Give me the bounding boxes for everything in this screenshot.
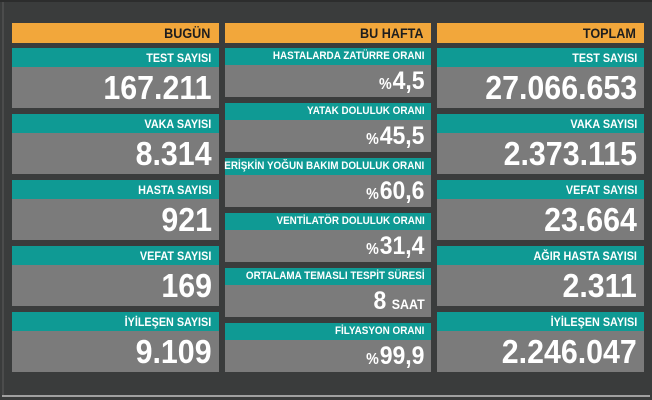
- stat-value: %4,5: [224, 65, 432, 97]
- stat-label: ORTALAMA TEMASLI TESPİT SÜRESİ: [224, 268, 432, 285]
- card-bugun-iyilesen-sayisi: İYİLEŞEN SAYISI 9.109: [12, 312, 219, 372]
- column-header-bugun: BUGÜN: [12, 23, 219, 43]
- stat-value: 2.373.115: [437, 133, 645, 174]
- stat-label: FİLYASYON ORANI: [224, 323, 432, 340]
- stat-value: %45,5: [224, 120, 432, 152]
- stat-label: HASTA SAYISI: [12, 180, 219, 199]
- stat-label: VEFAT SAYISI: [12, 246, 219, 265]
- stat-value: 27.066.653: [437, 67, 645, 108]
- stat-value: %60,6: [224, 175, 432, 207]
- stat-value: %99,9: [224, 340, 432, 372]
- stat-value: 167.211: [12, 67, 219, 108]
- stat-label: VAKA SAYISI: [12, 114, 219, 133]
- card-hafta-temasli-tespit-suresi: ORTALAMA TEMASLI TESPİT SÜRESİ 8 SAAT: [224, 268, 432, 317]
- stat-label: VAKA SAYISI: [437, 114, 645, 133]
- card-bugun-vefat-sayisi: VEFAT SAYISI 169: [12, 246, 219, 306]
- stat-label: TEST SAYISI: [437, 48, 645, 67]
- stat-label: VEFAT SAYISI: [437, 180, 645, 199]
- column-header-bu-hafta: BU HAFTA: [224, 23, 432, 43]
- card-toplam-vaka-sayisi: VAKA SAYISI 2.373.115: [437, 114, 645, 174]
- stat-label: ERİŞKİN YOĞUN BAKIM DOLULUK ORANI: [224, 158, 432, 175]
- column-bu-hafta: BU HAFTA HASTALARDA ZATÜRRE ORANI %4,5 Y…: [224, 23, 432, 378]
- stat-value: 9.109: [12, 331, 219, 372]
- stat-value: 8 SAAT: [224, 285, 432, 317]
- stat-value: 921: [12, 199, 219, 240]
- card-toplam-agir-hasta-sayisi: AĞIR HASTA SAYISI 2.311: [437, 246, 645, 306]
- column-bugun: BUGÜN TEST SAYISI 167.211 VAKA SAYISI 8.…: [12, 23, 219, 378]
- stat-label: TEST SAYISI: [12, 48, 219, 67]
- column-header-bu-hafta-label: BU HAFTA: [359, 25, 424, 41]
- stat-value: 8.314: [12, 133, 219, 174]
- column-header-bugun-label: BUGÜN: [164, 25, 211, 41]
- stat-value: 2.246.047: [437, 331, 645, 372]
- card-hafta-yogun-bakim-doluluk: ERİŞKİN YOĞUN BAKIM DOLULUK ORANI %60,6: [224, 158, 432, 207]
- card-hafta-yatak-doluluk: YATAK DOLULUK ORANI %45,5: [224, 103, 432, 152]
- column-header-toplam-label: TOPLAM: [583, 25, 637, 41]
- stat-value: %31,4: [224, 230, 432, 262]
- stat-label: YATAK DOLULUK ORANI: [224, 103, 432, 120]
- left-edge-line: [2, 2, 4, 396]
- stat-label: VENTİLATÖR DOLULUK ORANI: [224, 213, 432, 230]
- card-hafta-ventilator-doluluk: VENTİLATÖR DOLULUK ORANI %31,4: [224, 213, 432, 262]
- card-bugun-hasta-sayisi: HASTA SAYISI 921: [12, 180, 219, 240]
- card-toplam-iyilesen-sayisi: İYİLEŞEN SAYISI 2.246.047: [437, 312, 645, 372]
- stat-label: İYİLEŞEN SAYISI: [437, 312, 645, 331]
- stat-value: 2.311: [437, 265, 645, 306]
- stat-label: İYİLEŞEN SAYISI: [12, 312, 219, 331]
- stat-value: 23.664: [437, 199, 645, 240]
- card-bugun-vaka-sayisi: VAKA SAYISI 8.314: [12, 114, 219, 174]
- stat-label: HASTALARDA ZATÜRRE ORANI: [224, 48, 432, 65]
- column-toplam: TOPLAM TEST SAYISI 27.066.653 VAKA SAYIS…: [437, 23, 645, 378]
- card-hafta-filyasyon-orani: FİLYASYON ORANI %99,9: [224, 323, 432, 372]
- statistics-board: BUGÜN TEST SAYISI 167.211 VAKA SAYISI 8.…: [12, 23, 645, 378]
- card-bugun-test-sayisi: TEST SAYISI 167.211: [12, 48, 219, 108]
- bottom-edge-line: [2, 395, 650, 397]
- stat-value: 169: [12, 265, 219, 306]
- top-edge-line: [0, 0, 652, 2]
- card-toplam-vefat-sayisi: VEFAT SAYISI 23.664: [437, 180, 645, 240]
- card-hafta-zaturre-orani: HASTALARDA ZATÜRRE ORANI %4,5: [224, 48, 432, 97]
- stat-label: AĞIR HASTA SAYISI: [437, 246, 645, 265]
- column-header-toplam: TOPLAM: [437, 23, 645, 43]
- card-toplam-test-sayisi: TEST SAYISI 27.066.653: [437, 48, 645, 108]
